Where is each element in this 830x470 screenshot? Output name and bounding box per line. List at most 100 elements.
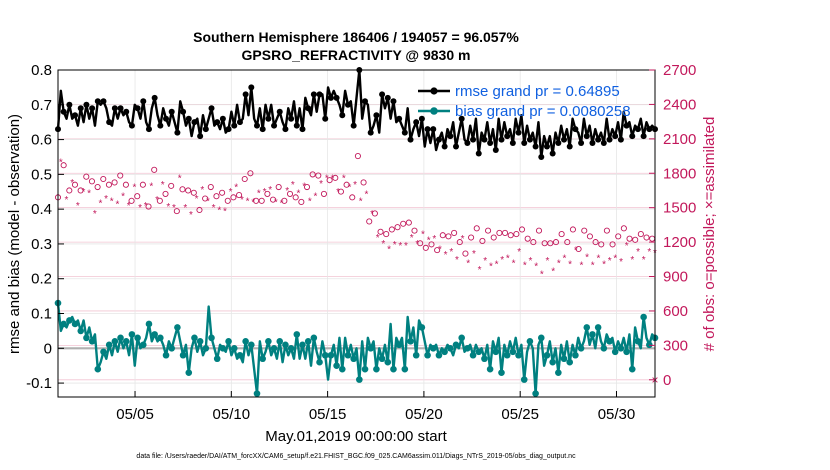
rmse-point (453, 143, 459, 150)
rmse-point (640, 133, 647, 140)
rmse-line (56, 68, 656, 159)
possible-point (507, 232, 514, 239)
bias-point (122, 338, 130, 345)
assimilated-point: * (489, 262, 493, 273)
rmse-point (595, 136, 602, 143)
possible-point (360, 179, 367, 186)
possible-point (632, 236, 639, 243)
possible-point (417, 240, 424, 247)
assimilated-point: * (540, 270, 544, 281)
bias-point (583, 324, 591, 331)
assimilated-point: * (319, 179, 323, 190)
possible-point (581, 227, 588, 234)
assimilated-point: * (82, 187, 86, 198)
rmse-point (418, 115, 425, 122)
bias-point (162, 351, 170, 359)
y-axis-left-label: rmse and bias (model - observation) (6, 114, 23, 354)
rmse-point (396, 115, 403, 122)
assimilated-point: * (183, 203, 187, 214)
rmse-point (145, 126, 152, 133)
y-left-tick-label: 0 (44, 340, 52, 357)
possible-point (400, 220, 407, 227)
rmse-point (526, 136, 533, 143)
obs-count-series: ***** *** * * ***** ***** ******** * ** ** * ** * ** *… (54, 153, 659, 387)
assimilated-point: * (246, 196, 250, 207)
assimilated-point: * (529, 256, 533, 267)
bias-point (628, 365, 636, 373)
possible-point (230, 194, 237, 201)
y-right-tick-label: 2400 (663, 96, 696, 113)
possible-point (71, 181, 79, 188)
possible-point (309, 171, 316, 178)
assimilated-point: * (551, 266, 555, 277)
assimilated-point: * (212, 203, 216, 214)
bias-point (367, 344, 375, 352)
assimilated-point: * (370, 209, 374, 220)
assimilated-point: * (285, 186, 289, 197)
bias-point (304, 338, 312, 345)
assimilated-point: * (229, 187, 233, 198)
possible-point (445, 233, 452, 240)
rmse-point (561, 136, 568, 143)
rmse-point (236, 119, 243, 126)
assimilated-point: * (523, 261, 527, 272)
bias-point (566, 358, 574, 366)
possible-point (94, 183, 101, 191)
rmse-point (583, 133, 590, 140)
assimilated-point: * (466, 258, 470, 269)
bias-point (310, 334, 318, 342)
rmse-point (259, 126, 266, 133)
legend-rmse-marker (430, 87, 438, 95)
assimilated-point: * (568, 259, 572, 270)
legend-bias-label: bias grand pr = 0.0080258 (455, 103, 631, 120)
y-axis-right: 0 300 600 900 1200 1500 1800 2100 2400 2700 (649, 62, 696, 389)
bias-point (606, 338, 613, 345)
assimilated-point: * (314, 192, 318, 203)
bias-point (202, 344, 210, 352)
assimilated-point: * (268, 185, 272, 196)
possible-point (603, 227, 610, 234)
rmse-point (515, 129, 522, 136)
assimilated-point: * (336, 187, 340, 198)
rmse-point (208, 105, 215, 112)
assimilated-point: * (642, 255, 646, 266)
rmse-point (151, 94, 158, 101)
assimilated-point: * (585, 253, 589, 264)
assimilated-point: * (308, 196, 312, 207)
rmse-point (521, 140, 528, 147)
assimilated-point: * (478, 265, 482, 276)
rmse-point (66, 101, 73, 108)
assimilated-point: * (512, 258, 516, 269)
possible-point (451, 229, 458, 236)
bias-point (77, 327, 85, 335)
bias-point (219, 344, 227, 352)
rmse-point (168, 108, 175, 115)
assimilated-point: * (291, 180, 295, 191)
assimilated-point: * (325, 173, 329, 184)
assimilated-point: * (393, 240, 397, 251)
bias-point (452, 341, 460, 349)
assimilated-point: * (427, 235, 431, 246)
rmse-point (344, 101, 351, 108)
possible-point (513, 231, 520, 238)
y-left-tick-label: -0.1 (26, 375, 52, 392)
assimilated-point: * (330, 173, 334, 184)
possible-point (473, 225, 480, 232)
assimilated-point: * (178, 173, 182, 184)
x-tick-label: 05/05 (116, 406, 154, 423)
rmse-point (316, 91, 323, 98)
possible-point (128, 197, 135, 204)
rmse-point (498, 136, 505, 143)
bias-point (139, 341, 147, 349)
rmse-point (288, 115, 295, 122)
bias-point (475, 348, 483, 356)
rmse-point (254, 122, 260, 129)
assimilated-point: * (144, 201, 148, 212)
assimilated-point: * (223, 207, 227, 218)
assimilated-point: * (387, 244, 391, 255)
possible-point (179, 186, 186, 193)
bias-point (321, 351, 329, 359)
assimilated-point: * (280, 199, 284, 210)
rmse-point (646, 126, 653, 133)
possible-point (292, 194, 299, 201)
